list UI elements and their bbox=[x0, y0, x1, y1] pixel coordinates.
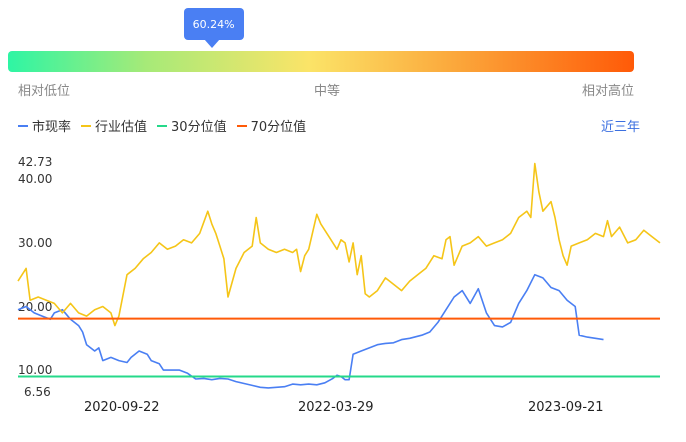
gauge-mid-label: 中等 bbox=[314, 84, 341, 99]
valuation-gauge-bar bbox=[8, 51, 634, 72]
x-tick-label: 2022-03-29 bbox=[298, 400, 374, 415]
legend-label-industry: 行业估值 bbox=[95, 120, 148, 135]
series-line-pcf bbox=[17, 273, 604, 389]
legend-item-p70[interactable]: 70分位值 bbox=[236, 116, 307, 135]
legend-swatch-p70 bbox=[236, 124, 247, 127]
legend-item-industry[interactable]: 行业估值 bbox=[81, 116, 147, 135]
x-tick-label: 2023-09-21 bbox=[528, 400, 604, 415]
y-tick-label: 30.00 bbox=[18, 236, 53, 250]
y-tick-label: 40.00 bbox=[18, 172, 53, 186]
y-tick-label: 42.73 bbox=[18, 155, 53, 169]
legend-swatch-p30 bbox=[157, 124, 168, 127]
gauge-low-label: 相对低位 bbox=[18, 84, 71, 99]
legend-label-p70: 70分位值 bbox=[250, 120, 307, 135]
gauge-high-label: 相对高位 bbox=[582, 84, 635, 99]
x-tick-label: 2020-09-22 bbox=[84, 400, 160, 415]
legend-item-p30[interactable]: 30分位值 bbox=[157, 116, 227, 135]
legend-swatch-industry bbox=[81, 124, 92, 127]
percentile-value: 60.24% bbox=[192, 17, 235, 31]
y-tick-label: 10.00 bbox=[18, 363, 53, 377]
time-range-selector[interactable]: 近三年 bbox=[600, 120, 640, 135]
chart-legend: 市现率 行业估值 30分位值 70分位值 bbox=[18, 116, 306, 135]
legend-item-pcf[interactable]: 市现率 bbox=[18, 116, 71, 135]
percentile-tooltip: 60.24% bbox=[183, 8, 244, 48]
y-tick-label: 6.56 bbox=[24, 385, 51, 399]
series-line-industry bbox=[17, 162, 661, 327]
legend-label-p30: 30分位值 bbox=[171, 120, 227, 135]
legend-swatch-pcf bbox=[18, 124, 28, 127]
legend-label-pcf: 市现率 bbox=[32, 120, 72, 135]
y-tick-label: 20.00 bbox=[18, 300, 53, 314]
